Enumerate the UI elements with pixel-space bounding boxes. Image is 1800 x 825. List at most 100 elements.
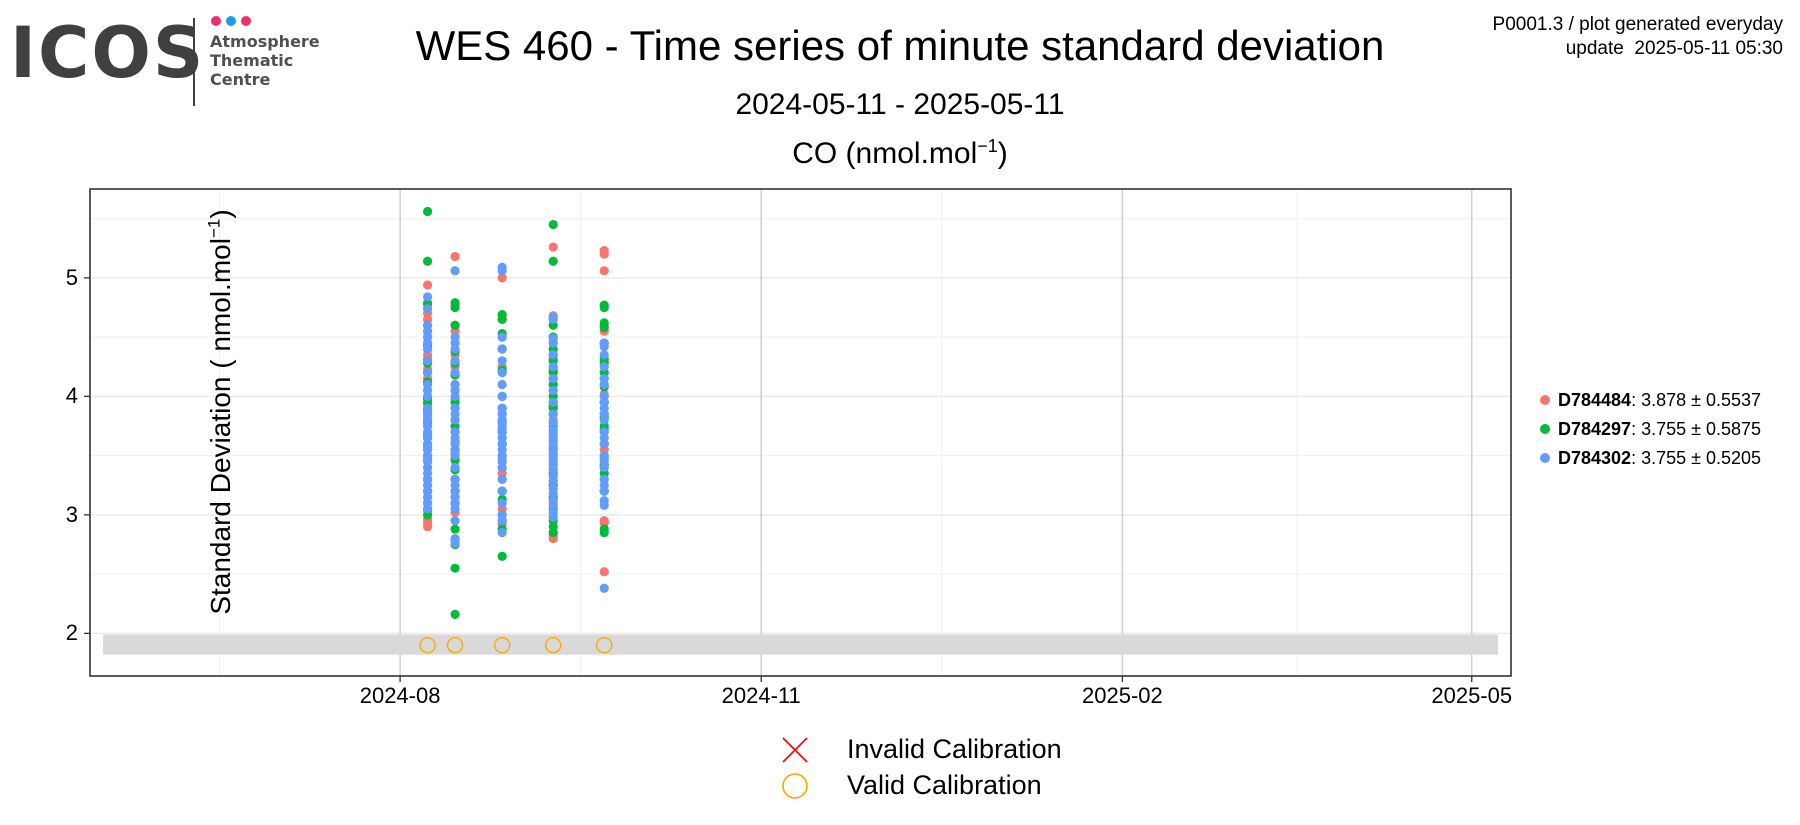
legend-swatch xyxy=(1540,395,1550,405)
data-point xyxy=(450,433,460,443)
logo-line-1: Atmosphere xyxy=(210,32,320,51)
valid-calibration-marker xyxy=(494,637,511,654)
calibration-band xyxy=(103,634,1498,655)
data-point xyxy=(450,504,460,514)
data-point xyxy=(599,362,609,372)
data-point xyxy=(497,266,507,276)
data-point xyxy=(599,249,609,259)
legend-swatch xyxy=(1540,424,1550,434)
data-point xyxy=(450,320,460,330)
data-point xyxy=(422,453,433,463)
data-point xyxy=(548,456,558,467)
data-point xyxy=(548,373,558,384)
data-point xyxy=(422,356,433,366)
legend-series-name: D784484 xyxy=(1558,390,1632,410)
valid-calibration-marker xyxy=(596,637,613,654)
plot-panel-background xyxy=(90,189,1511,676)
valid-calibration-marker xyxy=(545,637,562,654)
plot-panel-border xyxy=(89,188,1512,677)
data-point xyxy=(422,256,433,266)
y-axis-label: Standard Deviation ( nmol.mol−1) xyxy=(205,209,237,614)
data-point xyxy=(599,323,609,333)
logo-line-2: Thematic xyxy=(210,51,294,70)
data-point xyxy=(450,538,460,548)
data-point xyxy=(599,302,609,313)
valid-calibration-marker xyxy=(419,637,436,654)
data-points xyxy=(422,206,609,619)
data-point xyxy=(450,302,460,313)
logo-wordmark: ICOS xyxy=(10,12,206,94)
y-tick-label: 3 xyxy=(65,501,78,527)
logo-dot-3 xyxy=(241,16,251,26)
logo-line-3: Centre xyxy=(210,70,271,89)
cross-stroke-2 xyxy=(782,737,808,763)
legend-series-name: D784297 xyxy=(1558,419,1632,439)
data-point xyxy=(450,462,460,473)
circle-outline xyxy=(782,773,808,799)
data-point xyxy=(599,350,609,360)
data-point xyxy=(422,504,433,514)
data-point xyxy=(599,433,609,443)
data-point xyxy=(422,385,433,396)
data-point xyxy=(497,486,507,496)
data-point xyxy=(422,429,433,439)
calibration-markers xyxy=(419,637,613,654)
valid-calibration-label: Valid Calibration xyxy=(847,770,1042,800)
data-point xyxy=(422,206,433,217)
data-point xyxy=(599,462,609,473)
data-point xyxy=(450,251,460,262)
data-point xyxy=(599,266,609,276)
data-point xyxy=(450,368,460,378)
legend-swatch xyxy=(1540,453,1550,463)
data-point xyxy=(599,500,609,510)
y-tick-label: 2 xyxy=(65,620,78,646)
data-point xyxy=(548,385,558,396)
y-axis-label-suffix: ) xyxy=(204,209,236,219)
update-timestamp: update 2025-05-11 05:30 xyxy=(1565,38,1783,59)
data-point xyxy=(548,242,558,252)
grid-lines xyxy=(90,189,1511,676)
data-point xyxy=(497,516,507,526)
data-point xyxy=(450,344,460,354)
y-tick-label: 5 xyxy=(65,264,78,290)
data-point xyxy=(548,338,558,348)
data-point xyxy=(497,368,507,378)
x-tick-label: 2025-02 xyxy=(1082,683,1163,708)
axis-tick-marks xyxy=(84,277,1473,682)
data-point xyxy=(497,314,507,324)
data-point xyxy=(450,409,460,419)
data-point xyxy=(548,350,558,360)
plot-id-note: P0001.3 / plot generated everyday xyxy=(1492,14,1783,35)
data-point xyxy=(599,567,609,577)
data-point xyxy=(497,332,507,342)
page-title: WES 460 - Time series of minute standard… xyxy=(415,22,1385,69)
data-point xyxy=(548,219,558,230)
data-point xyxy=(548,528,558,538)
data-point xyxy=(548,417,558,428)
data-point xyxy=(497,356,507,366)
data-point xyxy=(497,273,507,283)
data-point xyxy=(497,528,507,538)
x-tick-label: 2024-08 xyxy=(359,683,441,708)
data-point xyxy=(548,362,558,372)
data-point xyxy=(497,379,507,390)
data-point xyxy=(497,344,507,354)
invalid-calibration-label: Invalid Calibration xyxy=(847,734,1062,764)
data-point xyxy=(422,368,433,378)
data-point xyxy=(422,304,433,314)
data-point xyxy=(422,344,433,354)
x-tick-label: 2024-11 xyxy=(721,683,801,708)
data-point xyxy=(548,465,558,475)
date-range-subtitle: 2024-05-11 - 2025-05-11 xyxy=(735,88,1065,121)
circle-icon xyxy=(782,773,808,799)
data-point xyxy=(548,397,558,407)
data-point xyxy=(450,524,460,534)
data-point xyxy=(450,385,460,396)
data-point xyxy=(450,356,460,366)
data-point xyxy=(548,314,558,324)
data-point xyxy=(422,280,433,290)
data-point xyxy=(497,474,507,484)
data-point xyxy=(599,583,609,593)
data-point xyxy=(599,397,609,407)
